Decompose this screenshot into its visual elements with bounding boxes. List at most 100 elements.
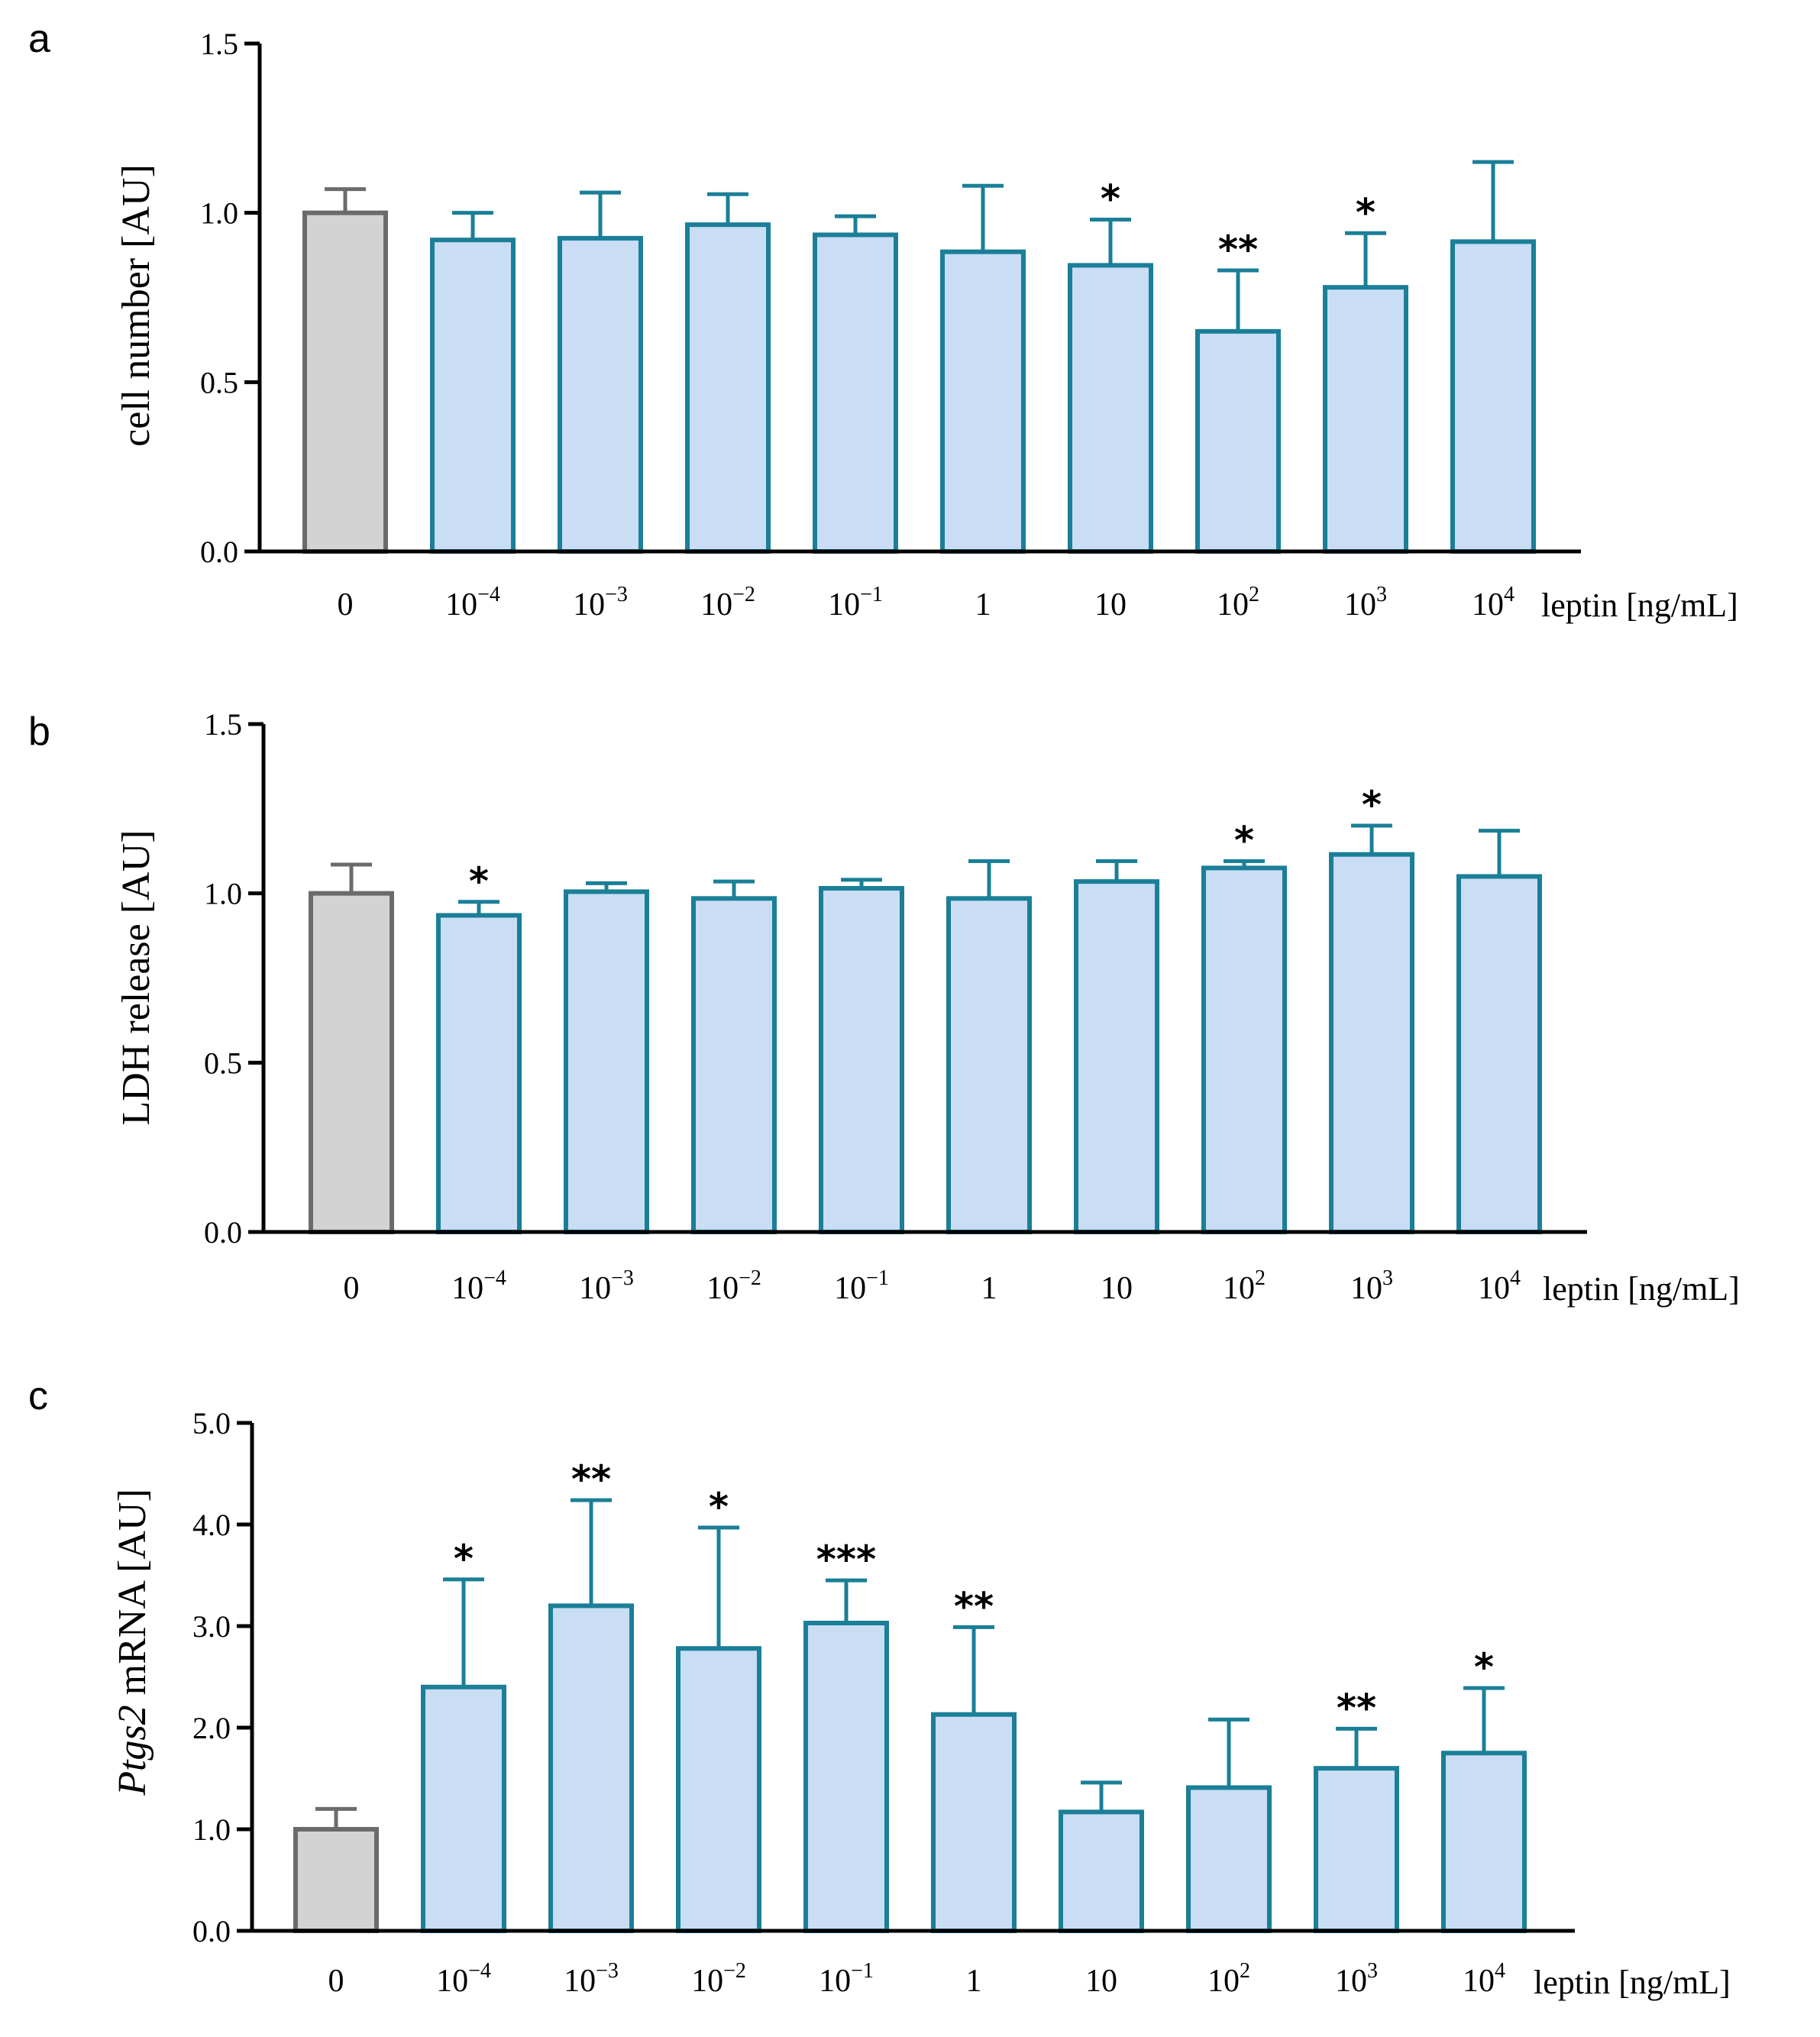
significance-marker: * xyxy=(469,859,489,904)
x-tick-base: 0 xyxy=(344,1271,360,1306)
x-tick-base: 1 xyxy=(975,587,991,622)
x-tick-base: 10 xyxy=(445,587,477,622)
significance-marker: * xyxy=(1356,190,1376,234)
panel-letter: b xyxy=(28,710,50,754)
x-tick-base: 10 xyxy=(1478,1271,1510,1306)
x-tick-label: 10−4 xyxy=(451,1266,506,1306)
x-tick-exponent: −3 xyxy=(605,583,628,606)
x-tick-exponent: −1 xyxy=(860,583,883,606)
bar xyxy=(1329,852,1414,1235)
x-tick-label: 1 xyxy=(966,1964,982,1999)
bar xyxy=(548,1603,634,1933)
y-tick-label: 1.5 xyxy=(204,707,242,742)
x-tick-base: 0 xyxy=(328,1964,344,1999)
y-tick-label: 2.0 xyxy=(192,1711,231,1745)
x-tick-label: 10−2 xyxy=(706,1266,761,1306)
x-axis-label: leptin [ng/mL] xyxy=(1541,587,1738,624)
x-tick-exponent: 2 xyxy=(1240,1959,1250,1983)
x-tick-base: 10 xyxy=(828,587,860,622)
x-tick-base: 10 xyxy=(700,587,732,622)
significance-marker: ** xyxy=(1337,1686,1376,1730)
bar xyxy=(1059,1809,1144,1933)
y-axis-label-rest: mRNA [AU] xyxy=(111,1489,154,1705)
x-tick-label: 104 xyxy=(1472,583,1515,622)
x-tick-exponent: −4 xyxy=(468,1959,491,1983)
x-tick-label: 10 xyxy=(1101,1271,1133,1306)
x-tick-exponent: 3 xyxy=(1382,1266,1393,1290)
x-tick-label: 10−3 xyxy=(573,583,628,622)
x-tick-label: 102 xyxy=(1217,583,1259,622)
x-tick-base: 10 xyxy=(573,587,605,622)
x-tick-base: 10 xyxy=(1101,1271,1133,1306)
x-tick-label: 103 xyxy=(1350,1266,1393,1306)
bar xyxy=(421,1684,506,1934)
x-tick-base: 10 xyxy=(1350,1271,1382,1306)
x-tick-label: 104 xyxy=(1478,1266,1521,1306)
x-tick-base: 10 xyxy=(1335,1964,1367,1999)
y-tick-label: 0.5 xyxy=(204,1046,242,1080)
x-tick-base: 10 xyxy=(834,1271,866,1306)
x-tick-exponent: −2 xyxy=(723,1959,746,1983)
bar xyxy=(1195,328,1281,554)
y-tick-label: 0.0 xyxy=(204,1215,242,1250)
bar xyxy=(1186,1785,1272,1933)
x-tick-base: 10 xyxy=(1085,1964,1117,1999)
bar xyxy=(293,1827,379,1933)
y-tick-label: 1.5 xyxy=(200,27,238,61)
x-tick-label: 10−2 xyxy=(691,1959,746,1999)
x-tick-exponent: −4 xyxy=(483,1266,506,1290)
x-tick-label: 102 xyxy=(1207,1959,1250,1999)
y-tick-label: 1.0 xyxy=(204,877,242,911)
x-tick-exponent: −3 xyxy=(611,1266,634,1290)
x-tick-label: 103 xyxy=(1335,1959,1378,1999)
x-tick-exponent: −2 xyxy=(739,1266,761,1290)
x-axis-label: leptin [ng/mL] xyxy=(1534,1964,1731,2001)
y-axis-label: Ptgs2 mRNA [AU] xyxy=(111,1489,154,1796)
bar xyxy=(1201,865,1287,1234)
x-tick-base: 1 xyxy=(966,1964,982,1999)
x-tick-label: 10−3 xyxy=(579,1266,634,1306)
y-axis-label-italic: Ptgs2 xyxy=(111,1705,154,1796)
plot-area: 0*10−4 10−3 10−2 10−1 1 10*102*103 1040.00.51.… xyxy=(204,707,1587,1306)
x-tick-base: 10 xyxy=(1217,587,1249,622)
x-tick-base: 10 xyxy=(1344,587,1376,622)
y-axis-label: cell number [AU] xyxy=(115,164,158,447)
plot-area: 0 10−4 10−3 10−2 10−1 1*10**102*103 1040.00.51… xyxy=(200,27,1581,622)
bar xyxy=(676,1646,761,1933)
bar xyxy=(302,210,388,554)
bar xyxy=(940,249,1026,554)
x-tick-exponent: 4 xyxy=(1504,583,1515,606)
y-tick-label: 0.0 xyxy=(200,535,238,569)
x-tick-label: 10−1 xyxy=(819,1959,874,1999)
x-tick-label: 1 xyxy=(981,1271,997,1306)
panel-c: c Ptgs2 mRNA [AU] leptin [ng/mL] 0*10−4*… xyxy=(28,1374,1731,2001)
x-tick-base: 0 xyxy=(338,587,354,622)
y-tick-label: 0.5 xyxy=(200,365,238,399)
bar xyxy=(691,896,777,1234)
x-tick-exponent: −1 xyxy=(851,1959,874,1983)
bar xyxy=(1314,1766,1399,1933)
x-tick-base: 10 xyxy=(706,1271,739,1306)
x-tick-label: 10−1 xyxy=(828,583,883,622)
x-tick-label: 10−3 xyxy=(564,1959,619,1999)
plot-area: 0*10−4**10−3*10−2***10−1**1 10 102**103*10… xyxy=(192,1406,1575,1999)
bar xyxy=(309,891,394,1234)
x-tick-base: 10 xyxy=(691,1964,723,1999)
x-tick-base: 10 xyxy=(451,1271,483,1306)
x-tick-exponent: −3 xyxy=(596,1959,619,1983)
bar xyxy=(1441,1751,1527,1933)
x-tick-label: 10−2 xyxy=(700,583,755,622)
x-tick-label: 0 xyxy=(338,587,354,622)
x-tick-exponent: 2 xyxy=(1249,583,1259,606)
y-tick-label: 1.0 xyxy=(200,196,238,231)
significance-marker: * xyxy=(1474,1645,1494,1689)
panel-letter: a xyxy=(28,17,50,61)
bar xyxy=(1456,874,1542,1234)
y-tick-label: 0.0 xyxy=(192,1914,231,1948)
significance-marker: * xyxy=(709,1485,729,1529)
significance-marker: * xyxy=(1101,177,1120,221)
y-tick-label: 5.0 xyxy=(192,1406,231,1440)
x-tick-base: 10 xyxy=(436,1964,468,1999)
x-tick-base: 10 xyxy=(1223,1271,1255,1306)
